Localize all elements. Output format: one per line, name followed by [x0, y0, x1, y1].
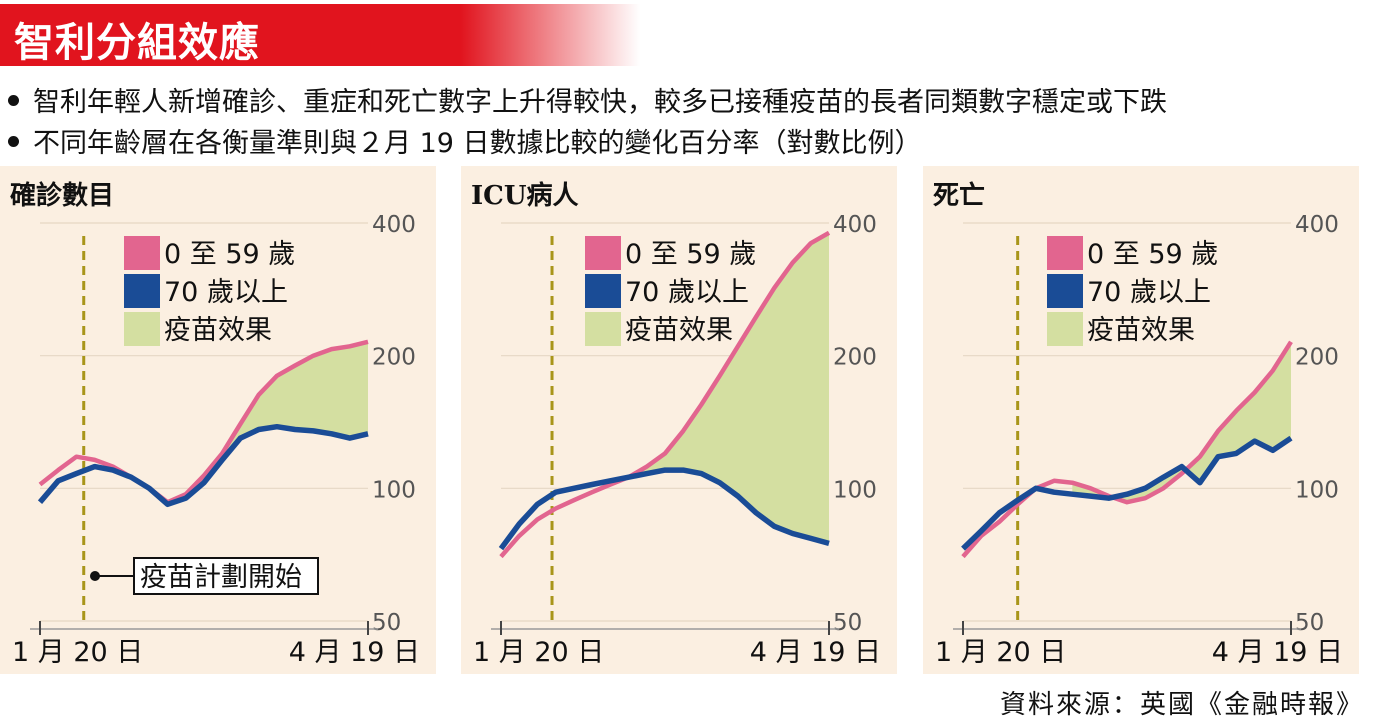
series-line-old [37, 423, 369, 508]
legend-effect-label: 疫苗效果 [164, 315, 272, 346]
series-line-young [961, 340, 1293, 559]
legend-old-label: 70 歲以上 [1087, 277, 1211, 308]
y-tick-label: 50 [1295, 610, 1324, 636]
chart-title: 確診數目 [10, 180, 114, 211]
series-line-old [498, 467, 830, 551]
bullet-text-1: 智利年輕人新增確診、重症和死亡數字上升得較快，較多已接種疫苗的長者同類數字穩定或… [33, 87, 1167, 118]
page-title: 智利分組效應 [14, 20, 260, 66]
vaccine-effect-area [149, 341, 368, 505]
chart-panel-icu: ICU病人 400 200 100 50 1 月 20 日 4 月 19 日 0 至 59 歲… [461, 166, 897, 674]
series-line-young [38, 339, 369, 505]
x-tick-label: 4 月 19 日 [750, 637, 881, 668]
legend-effect-swatch [1047, 312, 1083, 346]
legend-young-swatch [585, 236, 621, 270]
legend-effect-label: 疫苗效果 [1087, 315, 1195, 346]
legend-effect-swatch [124, 312, 160, 346]
title-banner: 智利分組效應 [0, 4, 640, 66]
chart-title: 死亡 [933, 180, 985, 211]
legend-effect-swatch [585, 312, 621, 346]
y-tick-label: 400 [833, 212, 877, 238]
bullet-note-1: 智利年輕人新增確診、重症和死亡數字上升得較快，較多已接種疫苗的長者同類數字穩定或… [8, 80, 1167, 119]
legend-old-swatch [585, 274, 621, 308]
y-tick-label: 50 [833, 610, 862, 636]
x-tick-label: 1 月 20 日 [935, 637, 1066, 668]
chart-panel-deaths: 死亡 400 200 100 50 1 月 20 日 4 月 19 日 0 至 59 歲 70 … [923, 166, 1359, 674]
x-tick-label: 1 月 20 日 [12, 637, 143, 668]
y-tick-label: 100 [1295, 477, 1339, 503]
chart-deaths: 死亡 400 200 100 50 1 月 20 日 4 月 19 日 0 至 59 歲 70 … [933, 180, 1343, 668]
legend-young-label: 0 至 59 歲 [1087, 239, 1218, 270]
y-tick-label: 200 [372, 345, 416, 371]
annotation-label: 疫苗計劃開始 [140, 562, 302, 593]
series-line-old [961, 435, 1293, 551]
legend-old-swatch [124, 274, 160, 308]
y-tick-label: 100 [372, 477, 416, 503]
vaccine-effect-area [1072, 341, 1291, 503]
y-tick-label: 400 [372, 212, 416, 238]
legend-young-label: 0 至 59 歲 [625, 239, 756, 270]
legend-young-label: 0 至 59 歲 [164, 239, 295, 270]
bullet-dot-icon [8, 136, 19, 147]
chart-icu: ICU病人 400 200 100 50 1 月 20 日 4 月 19 日 0 至 59 歲… [471, 181, 881, 668]
x-tick-label: 4 月 19 日 [1212, 637, 1343, 668]
bullet-text-2: 不同年齡層在各衡量準則與２月 19 日數據比較的變化百分率（對數比例） [33, 128, 922, 159]
bullet-note-2: 不同年齡層在各衡量準則與２月 19 日數據比較的變化百分率（對數比例） [8, 121, 922, 160]
y-tick-label: 200 [833, 345, 877, 371]
legend-old-label: 70 歲以上 [164, 277, 288, 308]
legend-old-swatch [1047, 274, 1083, 308]
y-tick-label: 200 [1295, 345, 1339, 371]
bullet-dot-icon [8, 95, 19, 106]
vaccine-effect-area [610, 232, 829, 544]
legend-young-swatch [124, 236, 160, 270]
legend-effect-label: 疫苗效果 [625, 315, 733, 346]
x-tick-label: 1 月 20 日 [473, 637, 604, 668]
chart-cases: 確診數目 400 200 100 50 1 月 20 日 4 月 19 日 0 至 59 歲 7… [10, 180, 420, 668]
legend-old-label: 70 歲以上 [625, 277, 749, 308]
y-tick-label: 400 [1295, 212, 1339, 238]
legend-young-swatch [1047, 236, 1083, 270]
series-line-young [499, 230, 831, 559]
chart-panel-cases: 確診數目 400 200 100 50 1 月 20 日 4 月 19 日 0 至 59 歲 7… [0, 166, 436, 674]
x-tick-label: 4 月 19 日 [289, 637, 420, 668]
annotation-box [133, 557, 319, 595]
y-tick-label: 100 [833, 477, 877, 503]
source-credit: 資料來源：英國《金融時報》 [999, 690, 1364, 720]
y-tick-label: 50 [372, 610, 401, 636]
chart-title: ICU病人 [471, 181, 579, 211]
